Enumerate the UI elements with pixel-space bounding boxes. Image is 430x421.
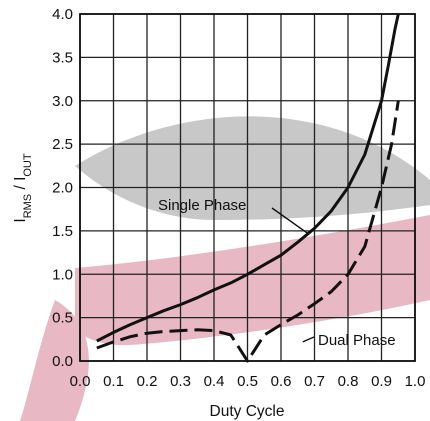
series-line-single-phase — [96, 13, 400, 343]
y-tick-label: 3.0 — [52, 93, 73, 110]
x-tick-label: 1.0 — [405, 373, 426, 390]
y-axis-title: IRMS / IOUT — [12, 153, 34, 223]
y-tick-label: 0.5 — [52, 310, 73, 327]
y-tick-label: 0.0 — [52, 353, 73, 370]
series-line-dual-phase — [96, 100, 400, 363]
watermark-pink-band-upper — [75, 215, 430, 346]
y-tick-label: 1.0 — [52, 266, 73, 283]
annotation-label-single-phase: Single Phase — [158, 197, 246, 214]
x-tick-label: 0.6 — [271, 373, 292, 390]
x-tick-label: 0.7 — [304, 373, 325, 390]
watermark-pink-band-lower — [20, 300, 89, 421]
annotations: Single Phase Dual Phase — [158, 197, 396, 349]
x-tick-label: 0.1 — [103, 373, 124, 390]
annotation-leader-dual-phase — [302, 336, 315, 343]
x-tick-label: 0.5 — [237, 373, 258, 390]
y-tick-labels: 0.0 0.5 1.0 1.5 2.0 2.5 3.0 3.5 4.0 — [52, 6, 73, 370]
annotation-label-dual-phase: Dual Phase — [318, 332, 396, 349]
series-layer — [96, 13, 400, 363]
y-tick-label: 4.0 — [52, 6, 73, 23]
x-tick-label: 0.3 — [170, 373, 191, 390]
x-tick-label: 0.8 — [338, 373, 359, 390]
watermark-logo — [20, 116, 430, 421]
y-tick-label: 3.5 — [52, 49, 73, 66]
x-tick-label: 0.2 — [137, 373, 158, 390]
x-axis-title: Duty Cycle — [210, 403, 285, 420]
x-tick-label: 0.4 — [204, 373, 225, 390]
watermark-gray-band — [75, 116, 430, 220]
annotation-leader-single-phase — [271, 207, 309, 235]
x-tick-label: 0.9 — [371, 373, 392, 390]
y-tick-label: 2.5 — [52, 136, 73, 153]
x-tick-labels: 0.0 0.1 0.2 0.3 0.4 0.5 0.6 0.7 0.8 0.9 1.0 — [70, 373, 426, 390]
plot-frame — [79, 13, 416, 362]
y-tick-label: 1.5 — [52, 223, 73, 240]
plot-border — [79, 13, 416, 362]
y-tick-label: 2.0 — [52, 180, 73, 197]
x-tick-label: 0.0 — [70, 373, 91, 390]
